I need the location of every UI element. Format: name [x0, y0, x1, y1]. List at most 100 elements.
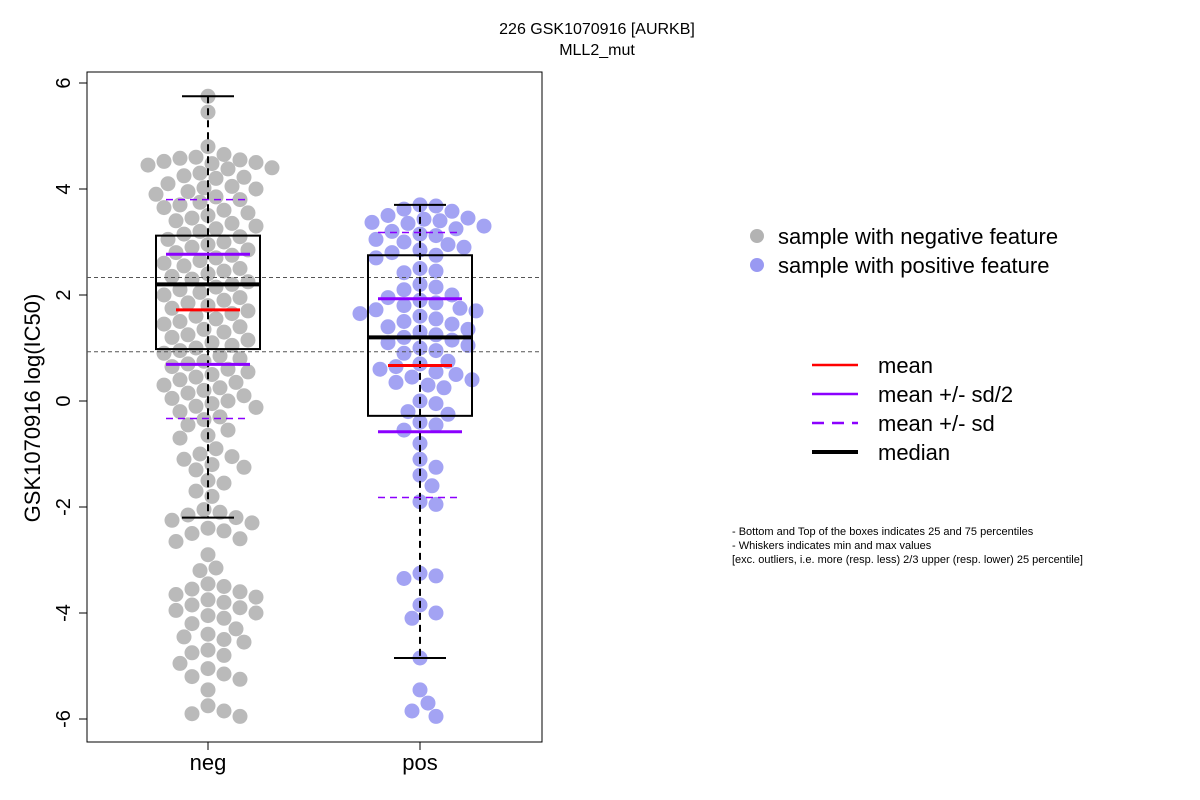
neg-point: [192, 253, 208, 269]
pos-point: [412, 435, 428, 451]
neg-point: [192, 223, 208, 239]
pos-point: [460, 321, 476, 337]
footnote-line: [exc. outliers, i.e. more (resp. less) 2…: [732, 554, 1083, 566]
neg-point: [200, 592, 216, 608]
neg-point: [188, 483, 204, 499]
neg-point: [248, 589, 264, 605]
neg-point: [232, 290, 248, 306]
pos-point: [368, 231, 384, 247]
neg-point: [196, 180, 212, 196]
neg-point: [216, 523, 232, 539]
pos-point: [412, 292, 428, 308]
pos-point: [428, 263, 444, 279]
plot-frame: [86, 71, 543, 743]
neg-point: [220, 393, 236, 409]
neg-point: [224, 449, 240, 465]
x-tick-label: pos: [402, 750, 437, 775]
neg-point: [200, 661, 216, 677]
pos-point: [440, 406, 456, 422]
neg-point: [232, 708, 248, 724]
neg-point: [192, 563, 208, 579]
neg-point: [156, 316, 172, 332]
neg-point: [196, 412, 212, 428]
pos-point: [412, 682, 428, 698]
pos-point: [428, 568, 444, 584]
pos-point: [396, 234, 412, 250]
neg-point: [208, 221, 224, 237]
neg-point: [184, 210, 200, 226]
neg-point: [148, 186, 164, 202]
pos-point: [412, 242, 428, 258]
legend-point-marker: [750, 258, 764, 272]
y-tick-label: -6: [53, 710, 75, 728]
pos-point: [444, 316, 460, 332]
neg-point: [208, 170, 224, 186]
neg-point: [164, 512, 180, 528]
neg-point: [176, 451, 192, 467]
neg-point: [216, 632, 232, 647]
pos-point: [396, 201, 412, 217]
pos-point: [440, 237, 456, 253]
pos-point: [428, 228, 444, 244]
pos-point: [444, 287, 460, 303]
pos-point: [428, 396, 444, 412]
neg-point: [168, 534, 184, 549]
pos-point: [444, 332, 460, 348]
neg-point: [240, 303, 256, 319]
neg-point: [216, 234, 232, 250]
pos-point: [460, 210, 476, 226]
neg-point: [200, 626, 216, 642]
legend-point-label: sample with positive feature: [778, 253, 1049, 278]
neg-point: [196, 321, 212, 337]
pos-point: [448, 221, 464, 237]
neg-point: [184, 239, 200, 255]
pos-point: [428, 279, 444, 295]
neg-point: [176, 168, 192, 184]
pos-point: [444, 203, 460, 219]
pos-point: [400, 404, 416, 420]
neg-point: [248, 218, 264, 234]
neg-point: [164, 268, 180, 284]
neg-point: [200, 576, 216, 592]
neg-point: [228, 510, 244, 526]
neg-point: [160, 176, 176, 192]
pos-point: [368, 250, 384, 266]
pos-point: [396, 571, 412, 586]
neg-point: [216, 666, 232, 682]
x-tick-label: neg: [190, 750, 227, 775]
neg-point: [140, 157, 156, 173]
neg-point: [172, 655, 188, 671]
chart-title: 226 GSK1070916 [AURKB]: [499, 21, 695, 38]
neg-point: [224, 178, 240, 194]
neg-point: [212, 409, 228, 425]
neg-point: [208, 311, 224, 327]
neg-point: [184, 645, 200, 661]
legend-line-label: mean +/- sd/2: [878, 382, 1013, 407]
pos-point: [476, 218, 492, 234]
pos-point: [368, 302, 384, 318]
neg-point: [216, 475, 232, 491]
pos-point: [428, 708, 444, 724]
neg-point: [204, 396, 220, 412]
neg-point: [180, 184, 196, 200]
legend-point-label: sample with negative feature: [778, 224, 1058, 249]
neg-point: [232, 152, 248, 168]
pos-point: [420, 377, 436, 393]
neg-point: [216, 703, 232, 719]
pos-point: [424, 478, 440, 494]
neg-point: [204, 457, 220, 473]
pos-point: [384, 223, 400, 239]
neg-point: [164, 359, 180, 375]
neg-point: [168, 245, 184, 261]
pos-point: [428, 343, 444, 359]
neg-point: [248, 605, 264, 621]
neg-point: [208, 441, 224, 457]
neg-point: [232, 261, 248, 276]
neg-point: [224, 337, 240, 353]
neg-point: [200, 266, 216, 282]
neg-point: [188, 462, 204, 478]
neg-point: [240, 332, 256, 348]
pos-point: [416, 211, 432, 227]
pos-point: [452, 300, 468, 316]
neg-point: [184, 597, 200, 613]
